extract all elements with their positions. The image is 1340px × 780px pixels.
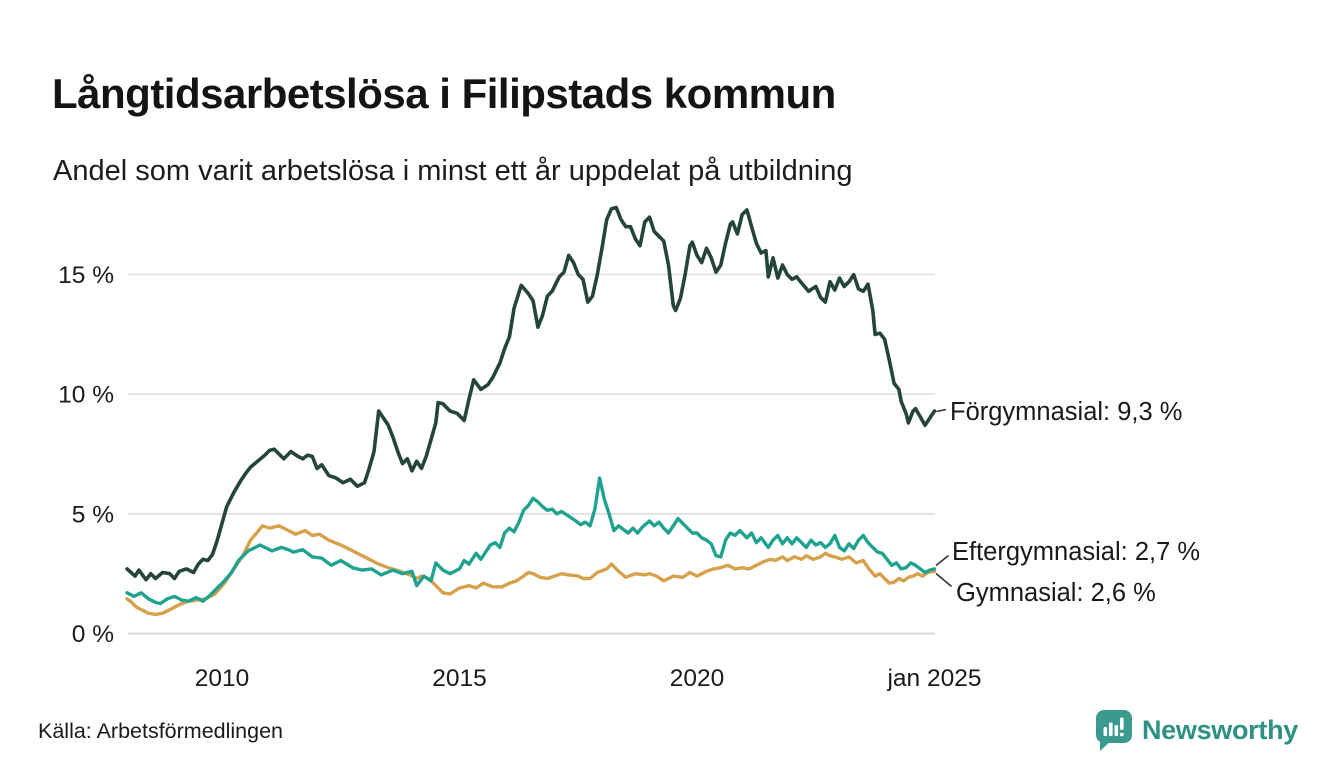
- x-axis-tick-labels: 2010 2015 2020 jan 2025: [195, 665, 982, 692]
- x-tick-2015: 2015: [432, 665, 487, 692]
- newsworthy-wordmark: Newsworthy: [1141, 714, 1298, 745]
- forgymnasial-end-label: Förgymnasial: 9,3 %: [950, 398, 1182, 426]
- eftergymnasial-end-label: Eftergymnasial: 2,7 %: [952, 538, 1200, 566]
- y-tick-15: 15 %: [58, 262, 114, 289]
- forgymnasial-label-dash: [936, 408, 947, 413]
- x-tick-jan-2025: jan 2025: [886, 665, 981, 692]
- chart-subtitle: Andel som varit arbetslösa i minst ett å…: [53, 155, 853, 187]
- y-axis-tick-labels: 0 % 5 % 10 % 15 %: [58, 262, 114, 648]
- newsworthy-brand: Newsworthy: [1095, 706, 1298, 754]
- series-line-gymnasial: [125, 524, 937, 617]
- eftergymnasial-connector-line: [935, 554, 949, 567]
- y-tick-10: 10 %: [58, 382, 114, 409]
- gridlines: [128, 273, 935, 635]
- y-tick-0: 0 %: [72, 621, 114, 648]
- newsworthy-logo-icon: [1095, 709, 1133, 752]
- x-tick-2010: 2010: [195, 665, 250, 692]
- end-annotations: Förgymnasial: 9,3 % Eftergymnasial: 2,7 …: [935, 398, 1200, 607]
- series-line-eftergymnasial: [125, 476, 937, 606]
- series-lines: [125, 205, 937, 617]
- gymnasial-end-label: Gymnasial: 2,6 %: [956, 579, 1156, 607]
- source-note: Källa: Arbetsförmedlingen: [38, 719, 284, 743]
- gymnasial-connector-line: [935, 572, 953, 588]
- series-line-forgymnasial: [125, 205, 937, 582]
- page-title: Långtidsarbetslösa i Filipstads kommun: [52, 70, 836, 118]
- y-tick-5: 5 %: [72, 501, 114, 528]
- x-tick-2020: 2020: [670, 665, 725, 692]
